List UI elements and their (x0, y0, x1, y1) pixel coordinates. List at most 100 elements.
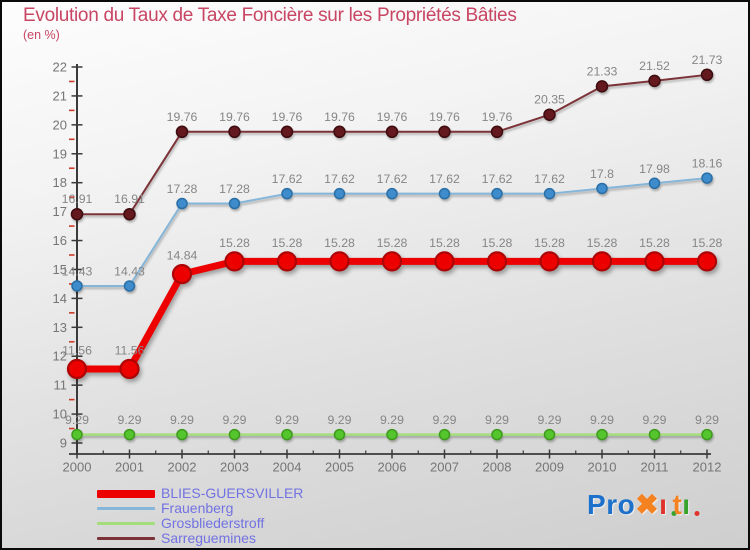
legend-item-blies-guersviller: BLIES-GUERSVILLER (97, 486, 303, 501)
data-point-label: 15.28 (587, 236, 618, 250)
y-axis-tick-label: 9 (60, 436, 67, 451)
data-point-label: 14.43 (62, 264, 93, 278)
y-axis-tick-label: 12 (53, 349, 67, 364)
data-point-label: 9.29 (328, 413, 352, 427)
data-point-label: 9.29 (170, 413, 194, 427)
data-point-label: 17.62 (429, 172, 460, 186)
y-axis-tick-label: 21 (53, 88, 67, 103)
x-axis-tick-label: 2006 (378, 460, 407, 475)
data-point-label: 17.28 (219, 182, 250, 196)
x-axis-tick-label: 2012 (693, 460, 722, 475)
series-labels-Sarreguemines: 16.91 16.91 19.76 19.76 19.76 19.76 19.76 19.76… (62, 53, 723, 206)
x-axis-tick-label: 2001 (115, 460, 144, 475)
data-point-label: 18.16 (692, 157, 723, 171)
chart-title: Evolution du Taux de Taxe Foncière sur l… (23, 5, 517, 26)
data-point-label: 21.73 (692, 53, 723, 67)
data-point-label: 17.62 (534, 172, 565, 186)
data-point-label: 9.29 (433, 413, 457, 427)
data-point-label: 15.28 (429, 236, 460, 250)
data-point-label: 17.8 (590, 167, 614, 181)
y-axis-tick-label: 10 (53, 407, 67, 422)
data-point (543, 108, 556, 121)
data-point (175, 125, 189, 139)
series-Frauenberg (71, 172, 713, 292)
data-point (276, 251, 298, 272)
data-point (543, 187, 556, 200)
data-point-label: 15.28 (534, 236, 565, 250)
logo-letter-dot (694, 511, 700, 516)
series-Grosbliederstroff (71, 428, 713, 441)
data-point-label: 9.29 (223, 413, 247, 427)
data-point (696, 251, 718, 272)
logo-letter: P (587, 489, 607, 520)
data-point (385, 125, 399, 139)
data-point (700, 68, 714, 82)
data-point-label: 19.76 (167, 110, 198, 124)
logo-letter: t (672, 489, 683, 520)
legend: BLIES-GUERSVILLER Frauenberg Grosblieder… (97, 486, 303, 546)
data-point-label: 14.84 (167, 249, 198, 263)
data-point-label: 9.29 (118, 413, 142, 427)
data-point-label: 19.76 (429, 110, 460, 124)
data-point (329, 251, 350, 272)
y-axis-tick-label: 18 (53, 175, 67, 190)
data-point-label: 19.76 (377, 110, 408, 124)
y-axis-tick-label: 14 (53, 291, 67, 306)
data-point (648, 428, 661, 441)
data-point (434, 251, 455, 272)
data-point (71, 428, 83, 441)
data-point-label: 15.28 (272, 236, 303, 250)
data-point-label: 17.98 (639, 162, 670, 176)
data-point-label: 15.28 (219, 236, 250, 250)
x-axis-tick-label: 2007 (430, 460, 459, 475)
x-axis-tick-label: 2004 (273, 460, 302, 475)
logo-letter-dot (671, 511, 677, 516)
data-point-label: 9.29 (275, 413, 299, 427)
series-Sarreguemines (70, 68, 714, 221)
data-point-label: 15.28 (482, 236, 513, 250)
x-axis-tick-label: 2010 (588, 460, 617, 475)
data-point-label: 16.91 (114, 192, 145, 206)
logo-letter: ı (682, 489, 700, 521)
tax-rate-line-chart: 9 10 11 12 13 14 15 16 17 18 19 20 21 22 2000 2001 2002 2… (53, 53, 723, 475)
y-axis-tick-label: 22 (53, 60, 67, 75)
legend-item-sarreguemines: Sarreguemines (97, 531, 303, 546)
data-point (333, 187, 346, 200)
data-point-label: 21.52 (639, 59, 670, 73)
y-axis-tick-label: 17 (53, 204, 67, 219)
data-point (119, 358, 140, 380)
data-point (123, 280, 136, 292)
data-point-label: 19.76 (272, 110, 303, 124)
x-axis-tick-label: 2009 (535, 460, 564, 475)
data-point (596, 428, 608, 441)
data-point (171, 263, 193, 285)
data-point (228, 428, 241, 441)
proxiti-logo: Pro✖ı tı (587, 488, 700, 521)
data-point-label: 19.76 (219, 110, 250, 124)
data-point (648, 177, 661, 190)
data-point-label: 20.35 (534, 93, 565, 107)
data-point-label: 17.62 (324, 172, 355, 186)
data-point (176, 428, 188, 441)
data-point (644, 251, 665, 272)
legend-label: BLIES-GUERSVILLER (161, 485, 304, 501)
data-point (438, 428, 451, 441)
legend-swatch-blies-guersviller (97, 489, 155, 498)
data-point-label: 14.43 (114, 264, 145, 278)
data-point (438, 125, 451, 139)
legend-item-frauenberg: Frauenberg (97, 501, 303, 516)
data-point (123, 207, 136, 221)
y-axis-tick-label: 19 (53, 146, 67, 161)
data-point-label: 21.33 (587, 64, 618, 78)
data-point-label: 16.91 (62, 192, 93, 206)
data-point (701, 428, 713, 441)
data-point-label: 9.29 (695, 413, 719, 427)
chart-subtitle: (en %) (23, 28, 60, 42)
data-point (591, 251, 613, 272)
data-point (490, 125, 504, 139)
data-point-label: 17.28 (167, 182, 198, 196)
data-point (648, 74, 661, 88)
data-point (539, 251, 560, 272)
data-point-label: 9.29 (485, 413, 509, 427)
